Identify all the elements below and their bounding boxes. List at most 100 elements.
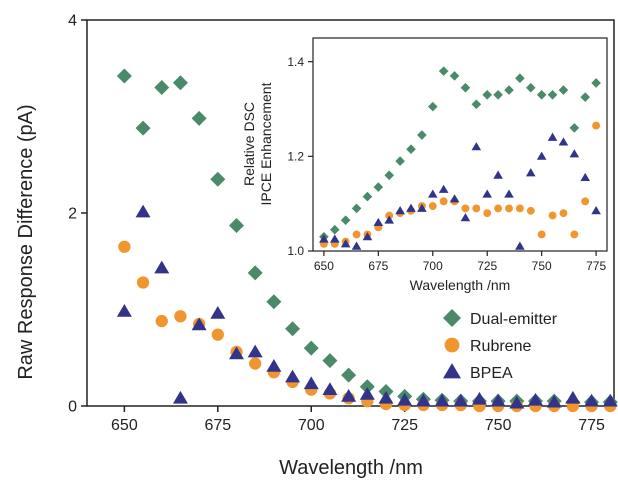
main-x-tick-label: 700 bbox=[298, 417, 325, 434]
inset-point-bpea bbox=[569, 149, 580, 158]
inset-point-dual-emitter bbox=[569, 123, 580, 133]
inset-point-dual-emitter bbox=[417, 130, 427, 140]
main-point-bpea bbox=[378, 390, 394, 404]
main-point-bpea bbox=[266, 359, 282, 372]
inset-x-tick-label: 750 bbox=[532, 259, 552, 273]
main-point-bpea bbox=[191, 317, 207, 331]
legend: Dual-emitter Rubrene BPEA bbox=[443, 309, 558, 382]
main-point-bpea bbox=[210, 305, 226, 319]
inset-point-bpea bbox=[319, 234, 329, 243]
inset-point-dual-emitter bbox=[558, 85, 569, 95]
inset-point-dual-emitter bbox=[471, 99, 482, 110]
inset-point-bpea bbox=[406, 203, 416, 212]
main-x-tick-label: 750 bbox=[485, 417, 512, 434]
main-plot-frame bbox=[86, 19, 615, 407]
main-point-bpea bbox=[584, 393, 600, 407]
inset-x-tick-label: 775 bbox=[586, 259, 606, 273]
inset-point-bpea bbox=[460, 213, 471, 222]
inset-point-bpea bbox=[547, 132, 558, 141]
inset-point-dual-emitter bbox=[547, 90, 558, 100]
main-point-dual-emitter bbox=[247, 265, 263, 281]
inset-point-rubrene bbox=[494, 204, 503, 213]
inset-point-rubrene bbox=[428, 202, 437, 210]
main-point-bpea bbox=[154, 260, 170, 274]
main-point-bpea bbox=[303, 376, 319, 390]
inset-point-dual-emitter bbox=[449, 71, 460, 81]
inset-point-rubrene bbox=[548, 211, 557, 220]
main-point-dual-emitter bbox=[359, 379, 375, 395]
inset-point-bpea bbox=[340, 239, 351, 248]
main-series-bpea bbox=[116, 204, 618, 409]
main-x-tick-label: 650 bbox=[111, 417, 138, 434]
inset-y-tick-label: 1.2 bbox=[287, 150, 304, 164]
main-x-axis-label: Wavelength /nm bbox=[279, 457, 423, 479]
main-point-bpea bbox=[565, 390, 581, 404]
inset-x-tick-label: 700 bbox=[423, 259, 443, 273]
main-y-tick-label: 0 bbox=[68, 399, 77, 416]
inset-point-rubrene bbox=[570, 230, 579, 239]
legend-marker-rubrene bbox=[444, 337, 460, 353]
main-y-axis-label: Raw Response Difference (pA) bbox=[15, 104, 37, 379]
inset-point-rubrene bbox=[472, 204, 481, 213]
inset-series-bpea bbox=[319, 132, 601, 250]
inset-point-dual-emitter bbox=[351, 203, 362, 214]
main-point-bpea bbox=[471, 391, 487, 405]
main-point-dual-emitter bbox=[303, 340, 319, 356]
main-point-bpea bbox=[322, 382, 338, 395]
main-x-tick-label: 775 bbox=[578, 417, 605, 434]
main-point-bpea bbox=[135, 204, 151, 218]
inset-point-bpea bbox=[329, 234, 340, 243]
main-point-dual-emitter bbox=[210, 171, 226, 187]
inset-point-bpea bbox=[362, 232, 373, 241]
inset-point-rubrene bbox=[385, 211, 394, 220]
main-point-dual-emitter bbox=[154, 80, 170, 96]
main-point-rubrene bbox=[155, 314, 168, 328]
inset-point-rubrene bbox=[559, 209, 568, 218]
inset-point-dual-emitter bbox=[384, 170, 395, 181]
inset-point-rubrene bbox=[526, 206, 535, 215]
inset-point-dual-emitter bbox=[591, 78, 601, 88]
main-y-tick-label: 2 bbox=[68, 206, 77, 223]
inset-point-bpea bbox=[580, 172, 591, 182]
main-point-rubrene bbox=[211, 328, 224, 341]
inset-point-bpea bbox=[384, 215, 395, 224]
inset-point-rubrene bbox=[483, 209, 492, 218]
inset-point-dual-emitter bbox=[515, 73, 525, 84]
inset-x-tick-label: 675 bbox=[368, 259, 388, 273]
legend-marker-dual-emitter bbox=[443, 309, 461, 327]
main-plot: 650 675 700 725 750 775 0 2 4 bbox=[68, 13, 618, 434]
inset-point-dual-emitter bbox=[406, 144, 416, 155]
main-y-tick-label: 4 bbox=[68, 13, 77, 30]
inset-point-dual-emitter bbox=[438, 66, 449, 76]
inset-point-dual-emitter bbox=[482, 90, 493, 100]
inset-point-bpea bbox=[591, 206, 601, 215]
inset-point-bpea bbox=[482, 189, 493, 198]
legend-label-bpea: BPEA bbox=[470, 365, 513, 382]
main-x-tick-label: 725 bbox=[391, 417, 418, 434]
main-point-dual-emitter bbox=[322, 353, 338, 369]
inset-point-rubrene bbox=[505, 204, 513, 213]
inset-point-dual-emitter bbox=[340, 215, 351, 226]
inset-point-rubrene bbox=[581, 197, 590, 206]
inset-point-bpea bbox=[525, 168, 536, 177]
main-point-dual-emitter bbox=[229, 218, 245, 234]
main-point-bpea bbox=[453, 393, 469, 407]
inset-point-dual-emitter bbox=[329, 224, 340, 235]
inset-y-axis-label: Relative DSCIPCE Enhancement bbox=[241, 82, 274, 205]
inset-plot-frame bbox=[312, 37, 608, 252]
inset-point-dual-emitter bbox=[427, 101, 438, 112]
inset-point-bpea bbox=[558, 137, 569, 146]
main-point-bpea bbox=[528, 392, 544, 406]
inset-point-rubrene bbox=[592, 121, 601, 130]
inset-y-tick-label: 1.4 bbox=[287, 55, 304, 69]
inset-point-bpea bbox=[515, 241, 525, 250]
legend-marker-bpea bbox=[443, 363, 461, 379]
main-point-bpea bbox=[247, 344, 263, 358]
inset-point-bpea bbox=[449, 194, 460, 203]
main-point-dual-emitter bbox=[135, 120, 151, 136]
main-point-rubrene bbox=[249, 357, 262, 370]
main-point-bpea bbox=[434, 393, 450, 407]
inset-point-dual-emitter bbox=[493, 90, 503, 100]
